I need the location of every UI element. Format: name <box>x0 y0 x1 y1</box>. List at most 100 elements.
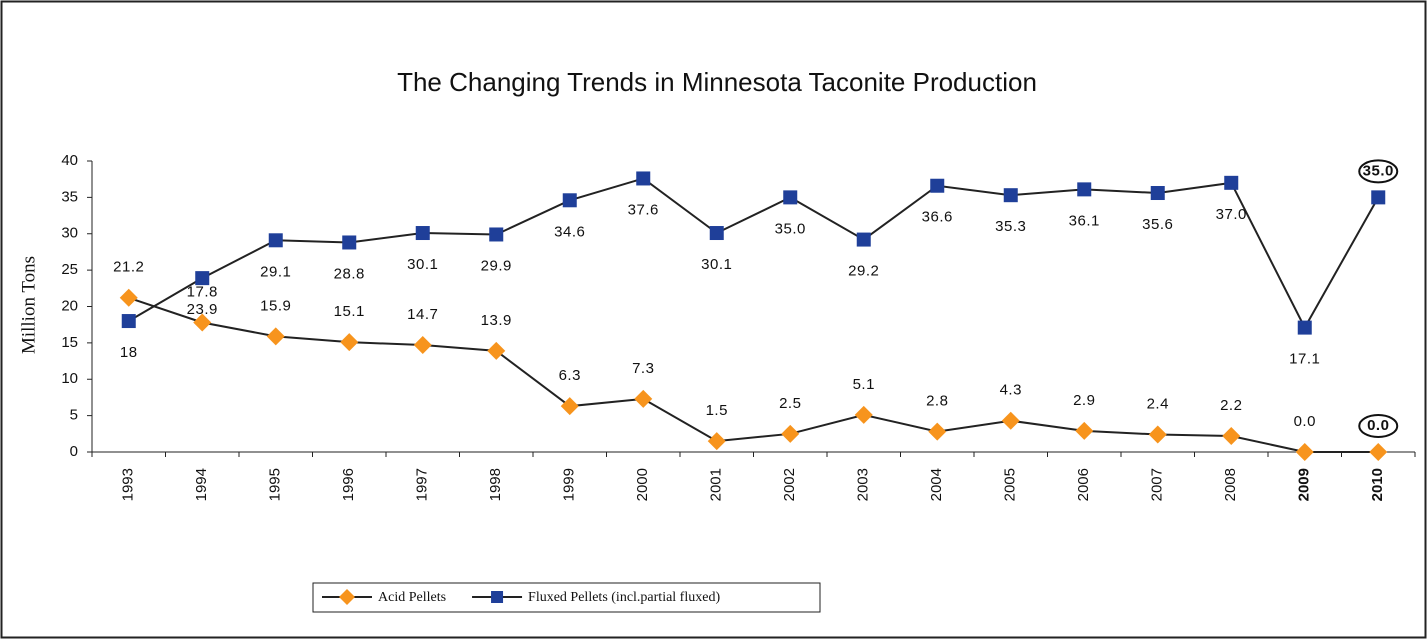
x-tick-label: 1998 <box>487 468 504 501</box>
point <box>195 271 210 286</box>
legend-marker <box>339 589 355 605</box>
point <box>634 389 653 408</box>
label-circle <box>1358 159 1399 184</box>
point <box>781 424 800 443</box>
x-tick-label: 2005 <box>1002 468 1019 501</box>
data-label: 35.6 <box>1142 216 1173 233</box>
point <box>1295 443 1314 461</box>
point <box>1369 443 1388 461</box>
series-line <box>128 177 1380 330</box>
data-label: 21.2 <box>113 259 144 276</box>
y-axis-label: Million Tons <box>18 256 39 354</box>
point <box>856 232 871 247</box>
x-tick-label: 1995 <box>267 468 284 501</box>
data-label: 1.5 <box>706 402 728 419</box>
x-tick-label: 2003 <box>855 468 872 501</box>
x-tick-label: 2006 <box>1075 468 1092 501</box>
point <box>928 422 947 441</box>
point <box>707 432 726 451</box>
y-tick-label: 35 <box>61 188 78 205</box>
data-label: 35.0 <box>1363 162 1394 179</box>
point <box>119 288 138 307</box>
x-tick-label: 1999 <box>561 468 578 501</box>
data-label: 23.9 <box>187 301 218 318</box>
point <box>266 327 285 346</box>
data-label: 0.0 <box>1294 413 1316 430</box>
point <box>1150 186 1165 201</box>
series-line <box>128 296 1379 453</box>
data-label: 36.6 <box>922 209 953 226</box>
data-label: 6.3 <box>559 367 581 384</box>
data-label: 5.1 <box>853 376 875 393</box>
x-tick-label: 1997 <box>414 468 431 501</box>
x-tick-label: 2001 <box>708 468 725 501</box>
point <box>342 235 357 250</box>
point <box>562 193 577 208</box>
data-label: 13.9 <box>481 312 512 329</box>
data-label: 37.0 <box>1216 206 1247 223</box>
y-tick-label: 20 <box>61 297 78 314</box>
point <box>1224 175 1239 190</box>
data-label: 4.3 <box>1000 382 1022 399</box>
point <box>340 333 359 352</box>
data-label: 34.6 <box>554 223 585 240</box>
data-label: 30.1 <box>701 256 732 273</box>
point <box>636 171 651 186</box>
point <box>413 336 432 355</box>
data-label: 2.8 <box>926 393 948 410</box>
point <box>709 226 724 241</box>
y-tick-label: 15 <box>61 334 78 351</box>
data-label: 15.9 <box>260 297 291 314</box>
legend-box <box>312 582 821 613</box>
point <box>121 314 136 329</box>
x-tick-label: 2009 <box>1296 468 1313 501</box>
y-tick-label: 40 <box>61 152 78 169</box>
legend-label: Acid Pellets <box>378 590 446 605</box>
legend-marker <box>491 591 504 603</box>
legend-label: Fluxed Pellets (incl.partial fluxed) <box>528 590 720 605</box>
x-tick-label: 2010 <box>1369 468 1386 501</box>
x-tick-label: 2002 <box>781 468 798 501</box>
data-label: 35.3 <box>995 218 1026 235</box>
x-tick-label: 1993 <box>120 468 137 501</box>
y-tick-label: 10 <box>61 370 78 387</box>
x-tick-label: 2000 <box>634 468 651 501</box>
data-label: 29.1 <box>260 263 291 280</box>
data-label: 17.8 <box>187 283 218 300</box>
data-label: 7.3 <box>632 360 654 377</box>
data-label: 36.1 <box>1069 212 1100 229</box>
point <box>1222 426 1241 445</box>
data-label: 15.1 <box>334 303 365 320</box>
point <box>1003 188 1018 203</box>
data-label: 37.6 <box>628 201 659 218</box>
point <box>1297 320 1312 335</box>
point <box>1001 411 1020 430</box>
label-circle <box>1358 414 1399 438</box>
point <box>1148 425 1167 444</box>
data-label: 2.4 <box>1147 396 1169 413</box>
point <box>854 405 873 424</box>
point <box>1075 421 1094 440</box>
x-tick-label: 2004 <box>928 468 945 501</box>
data-label: 0.0 <box>1367 417 1389 434</box>
data-label: 28.8 <box>334 265 365 282</box>
data-label: 35.0 <box>775 220 806 237</box>
y-tick-label: 30 <box>61 225 78 242</box>
data-label: 14.7 <box>407 306 438 323</box>
point <box>415 226 430 241</box>
data-label: 30.1 <box>407 256 438 273</box>
data-label: 2.9 <box>1073 392 1095 409</box>
point <box>1371 190 1386 205</box>
data-label: 2.2 <box>1220 397 1242 414</box>
chart-title: The Changing Trends in Minnesota Taconit… <box>397 67 1037 97</box>
point <box>489 227 504 242</box>
data-label: 29.9 <box>481 257 512 274</box>
point <box>487 341 506 360</box>
x-tick-label: 2008 <box>1222 468 1239 501</box>
data-label: 17.1 <box>1289 351 1320 368</box>
point <box>560 397 579 416</box>
data-label: 2.5 <box>779 395 801 412</box>
point <box>930 178 945 193</box>
